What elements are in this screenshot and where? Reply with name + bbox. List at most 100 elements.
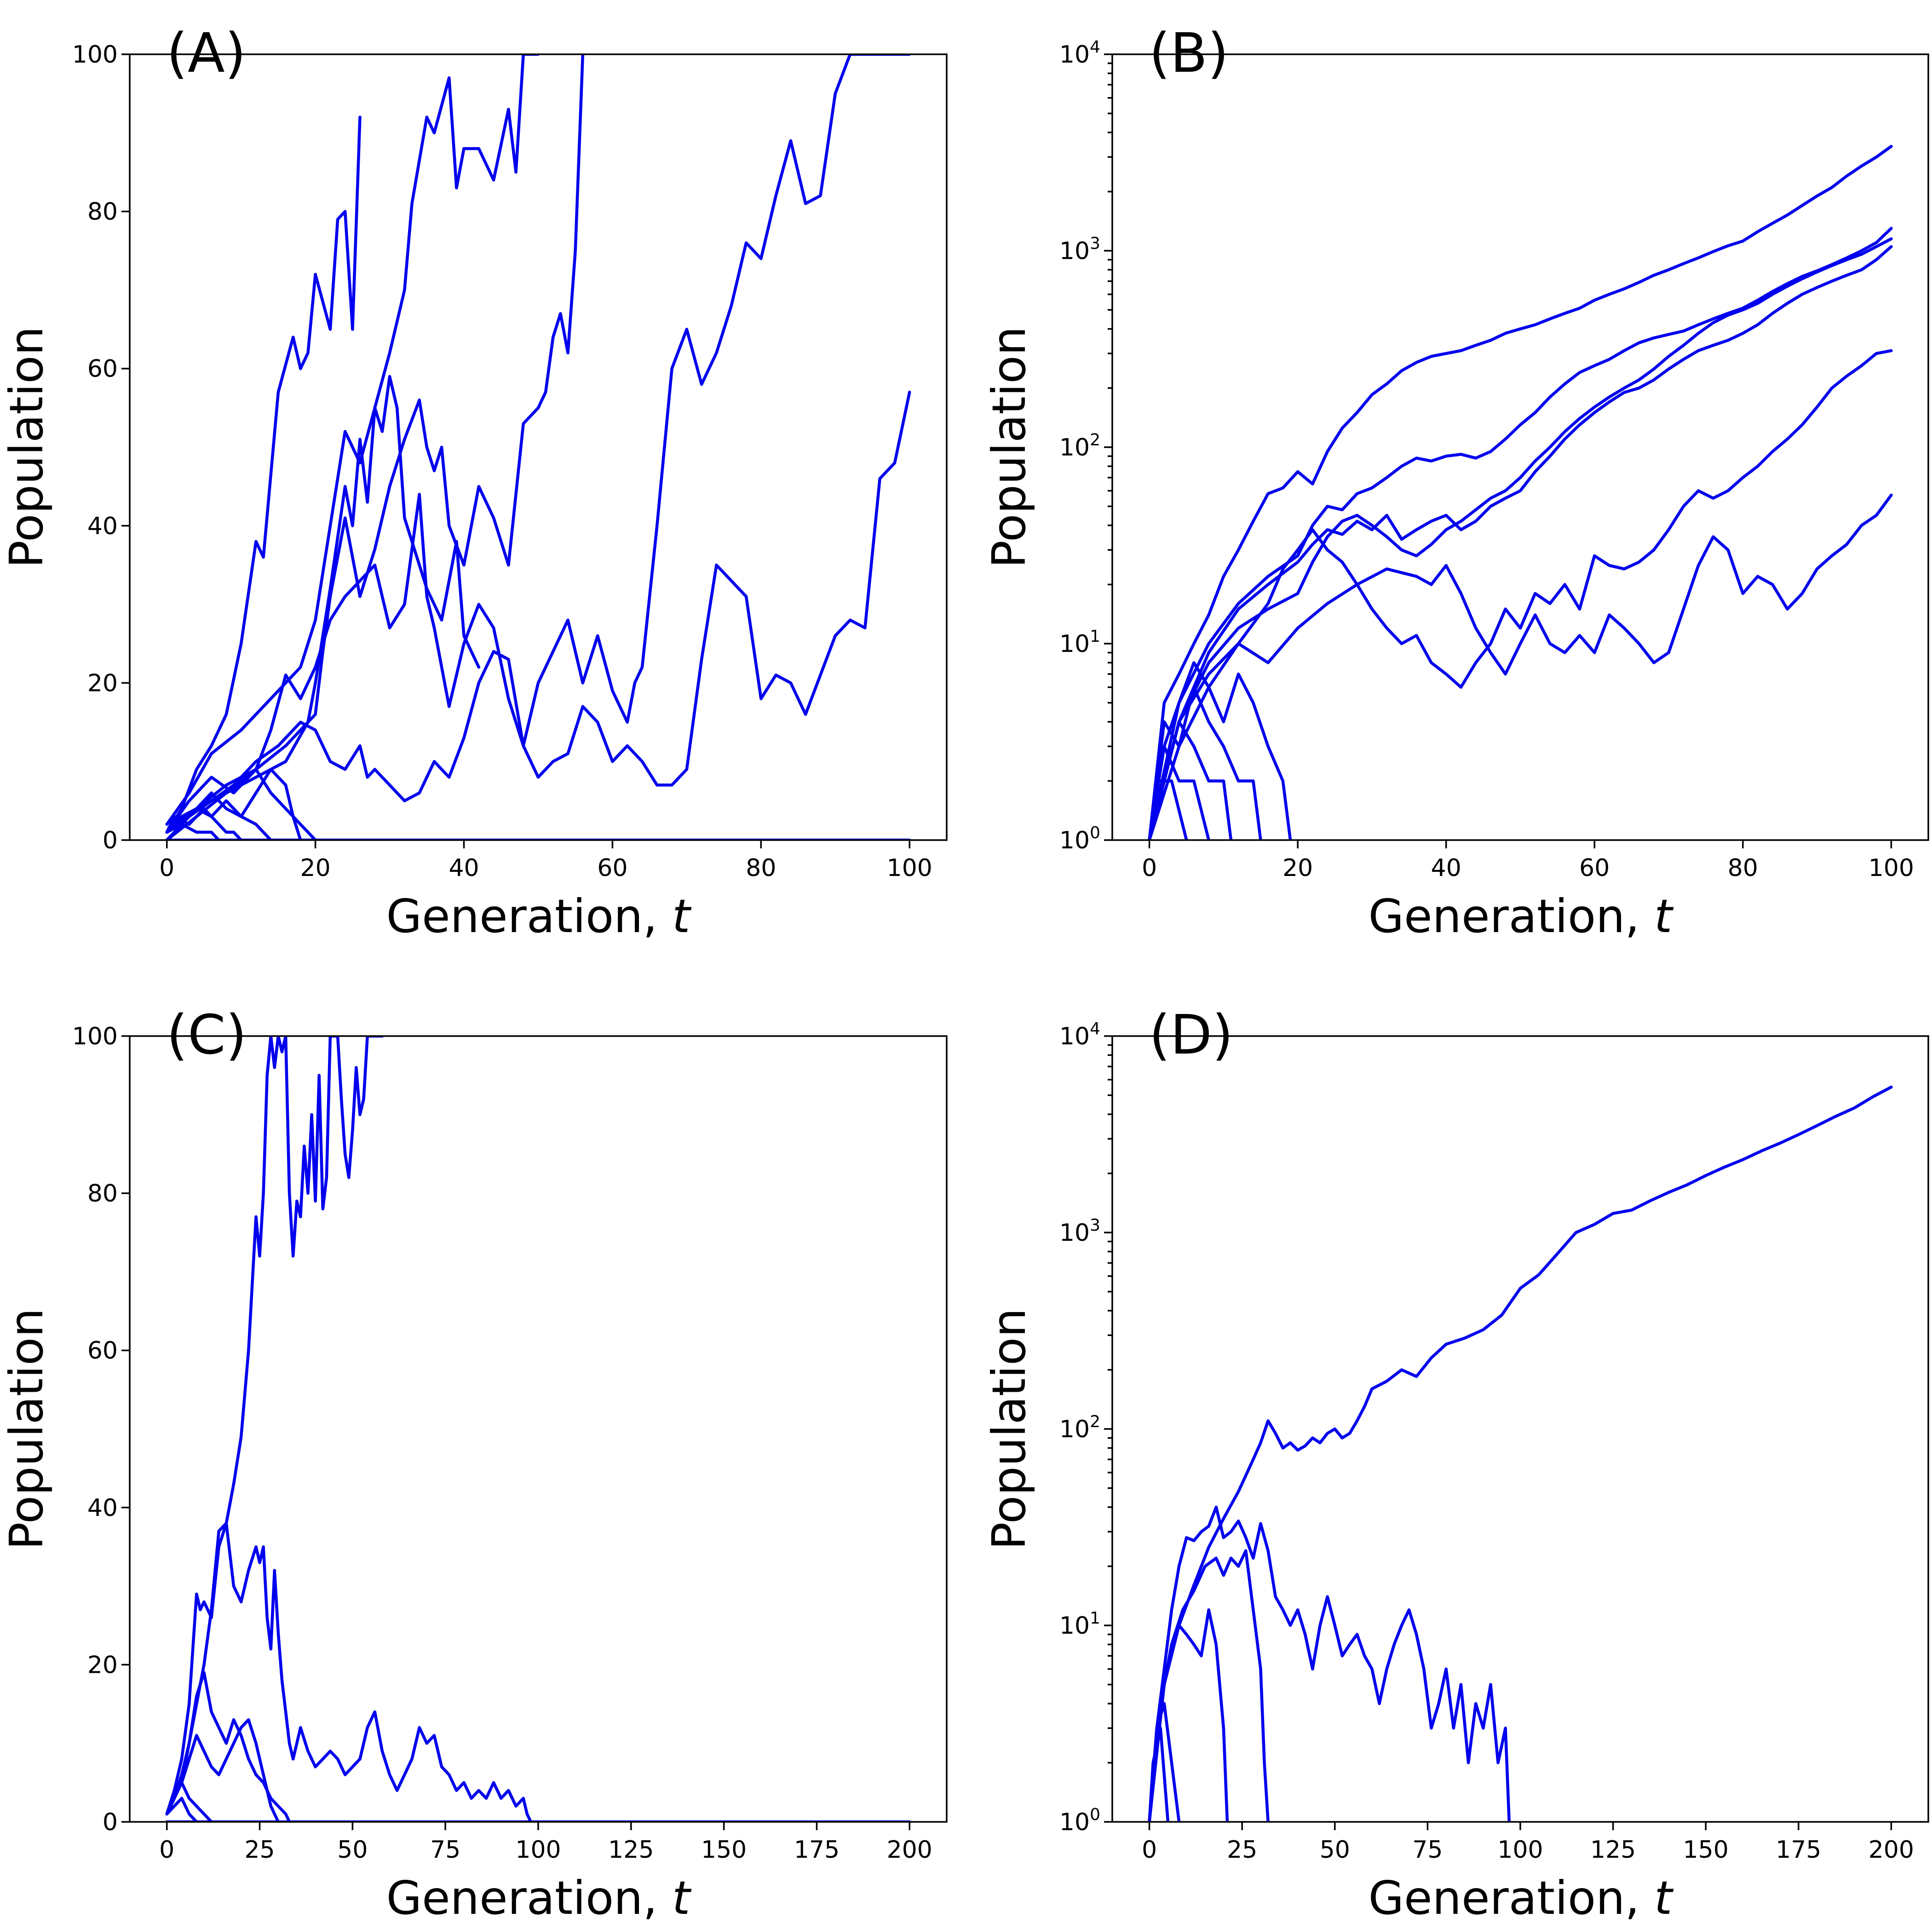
x-axis-label: Generation, t	[1368, 1871, 1674, 1924]
y-tick-label: 100	[72, 41, 118, 69]
series-line-3	[165, 375, 481, 840]
x-tick-label: 125	[608, 1836, 654, 1864]
x-tick-label: 100	[887, 854, 932, 882]
y-tick-label: 80	[87, 198, 118, 226]
series-line-1	[165, 115, 362, 834]
y-tick-label: 100	[72, 1023, 118, 1050]
series-line-5	[165, 328, 689, 834]
y-tick-exponent: 1	[1090, 627, 1100, 646]
x-tick-label: 25	[1227, 1836, 1257, 1864]
series-line-4	[165, 1718, 280, 1822]
x-axis-label: Generation, t	[386, 889, 692, 943]
series-line-3	[1148, 237, 1893, 840]
y-tick-exponent: 0	[1090, 1805, 1100, 1824]
y-tick-label: 60	[87, 1337, 118, 1365]
y-tick-label: 60	[87, 355, 118, 383]
series-line-6	[1148, 493, 1893, 840]
series-line-6	[165, 1797, 198, 1822]
x-tick-label: 100	[1869, 854, 1914, 882]
y-tick-exponent: 2	[1090, 1412, 1100, 1431]
y-tick-base: 10	[1059, 1416, 1090, 1443]
series-group	[165, 54, 911, 840]
y-tick-label: 0	[103, 1809, 118, 1836]
x-tick-label: 0	[159, 854, 174, 882]
y-axis-label: Population	[982, 1308, 1036, 1550]
y-tick-exponent: 3	[1090, 234, 1100, 253]
y-tick-label: 104	[1059, 1020, 1100, 1050]
y-tick-label: 40	[87, 1494, 118, 1522]
series-line-5	[165, 1781, 213, 1822]
x-axis-label-variable: t	[1654, 889, 1674, 943]
y-tick-label: 20	[87, 669, 118, 697]
x-tick-label: 60	[597, 854, 627, 882]
x-axis-label-text: Generation,	[1368, 889, 1654, 943]
x-tick-label: 20	[1282, 854, 1313, 882]
y-tick-label: 0	[103, 827, 118, 854]
series-line-7	[1148, 661, 1292, 840]
y-tick-base: 10	[1059, 827, 1090, 854]
x-tick-label: 25	[244, 1836, 275, 1864]
y-tick-label: 20	[87, 1651, 118, 1679]
x-axis-label-variable: t	[672, 889, 692, 943]
x-tick-label: 40	[448, 854, 479, 882]
chart-panel-4: 0 25 50 75 100 125 150 175 200100101102103104Gen…	[982, 1003, 1929, 1924]
series-line-6	[685, 54, 911, 386]
series-line-11	[1148, 779, 1188, 840]
series-line-4	[165, 54, 585, 840]
panel-label: (D)	[1149, 1003, 1233, 1066]
y-axis-label: Population	[982, 326, 1036, 568]
y-tick-exponent: 1	[1090, 1609, 1100, 1628]
series-line-2	[165, 1521, 533, 1822]
x-tick-label: 80	[746, 854, 776, 882]
y-axis-label: Population	[0, 1308, 53, 1550]
y-tick-base: 10	[1059, 434, 1090, 461]
series-line-10	[1148, 745, 1210, 840]
y-tick-base: 10	[1059, 41, 1090, 69]
x-tick-label: 75	[1412, 1836, 1443, 1864]
series-line-7	[165, 391, 911, 834]
y-tick-label: 102	[1059, 1412, 1100, 1443]
x-tick-label: 40	[1431, 854, 1461, 882]
x-tick-label: 100	[515, 1836, 561, 1864]
x-tick-label: 150	[1683, 1836, 1729, 1864]
series-line-1	[165, 1036, 384, 1816]
chart-panel-1: 0 20 40 60 80 100 0 20 40 60 80 100 Generation, t Pop…	[0, 21, 948, 943]
y-tick-label: 102	[1059, 431, 1100, 461]
x-tick-label: 100	[1497, 1836, 1543, 1864]
series-line-3	[165, 1671, 291, 1822]
series-line-1	[1148, 1085, 1893, 1822]
x-tick-label: 50	[337, 1836, 368, 1864]
x-tick-label: 125	[1590, 1836, 1636, 1864]
y-axis-label: Population	[0, 326, 53, 568]
y-tick-label: 40	[87, 513, 118, 540]
y-tick-label: 100	[1059, 824, 1100, 854]
y-tick-label: 101	[1059, 1609, 1100, 1640]
series-line-1	[1148, 144, 1893, 840]
x-tick-label: 75	[430, 1836, 460, 1864]
series-line-2	[1148, 1505, 1511, 1822]
y-tick-base: 10	[1059, 1809, 1090, 1836]
series-line-4	[1148, 1608, 1229, 1822]
series-line-6	[1148, 1727, 1170, 1822]
y-tick-exponent: 0	[1090, 824, 1100, 842]
x-tick-label: 200	[887, 1836, 932, 1864]
y-tick-exponent: 3	[1090, 1216, 1100, 1235]
x-axis-label-variable: t	[672, 1871, 692, 1924]
panel-label: (B)	[1149, 21, 1229, 85]
x-tick-label: 20	[300, 854, 331, 882]
y-tick-base: 10	[1059, 1023, 1090, 1050]
y-tick-label: 104	[1059, 38, 1100, 69]
y-tick-label: 103	[1059, 1216, 1100, 1247]
x-tick-label: 0	[1142, 854, 1157, 882]
y-tick-label: 103	[1059, 234, 1100, 265]
y-tick-exponent: 4	[1090, 1020, 1100, 1038]
x-tick-label: 175	[794, 1836, 840, 1864]
series-line-10	[165, 799, 273, 840]
series-line-4	[1148, 245, 1893, 840]
x-tick-label: 200	[1869, 1836, 1914, 1864]
x-axis-label-variable: t	[1654, 1871, 1674, 1924]
x-tick-label: 50	[1320, 1836, 1350, 1864]
axes-frame	[129, 53, 948, 841]
x-tick-label: 80	[1728, 854, 1758, 882]
